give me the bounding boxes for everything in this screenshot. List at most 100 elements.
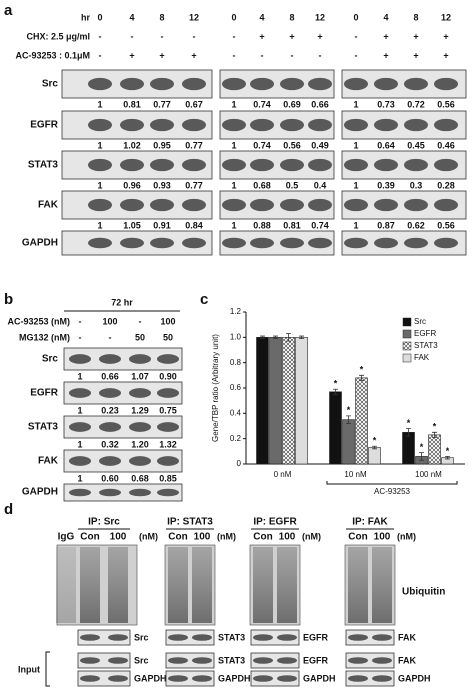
panel-label: a <box>4 2 13 19</box>
panel-label: c <box>200 291 208 308</box>
unit-label: (nM) <box>217 531 236 541</box>
band <box>69 488 91 497</box>
band <box>129 488 151 497</box>
band <box>99 488 121 497</box>
quant-value: 1 <box>353 99 358 109</box>
band <box>182 198 206 212</box>
bar <box>368 447 381 465</box>
quant-value: 1 <box>97 180 102 190</box>
blot <box>63 381 183 405</box>
band <box>69 456 91 466</box>
band <box>192 634 212 641</box>
protein-label: GAPDH <box>22 487 58 498</box>
error-bar <box>299 335 304 339</box>
y-tick-label: 0.4 <box>230 408 242 417</box>
y-axis-label: Gene/TBP ratio (Arbitrary unit) <box>211 334 220 442</box>
quant-value: 0.67 <box>185 99 203 109</box>
protein-label: STAT3 <box>28 160 59 171</box>
band <box>80 675 100 682</box>
band <box>250 237 274 249</box>
error-bar <box>346 415 351 424</box>
band <box>99 354 121 364</box>
band <box>222 118 246 132</box>
treatment-label: + <box>159 50 164 60</box>
smear <box>168 547 188 623</box>
bracket <box>45 651 50 687</box>
band <box>280 158 304 172</box>
bar <box>342 419 355 465</box>
quant-value: 1 <box>231 220 236 230</box>
quant-value: 0.66 <box>101 371 119 381</box>
significance: * <box>433 422 437 432</box>
treatment-label: + <box>129 50 134 60</box>
blot <box>63 415 183 439</box>
treatment-label: + <box>413 50 418 60</box>
treatment-label: + <box>413 31 418 41</box>
band <box>404 237 428 249</box>
treatment-label: + <box>383 31 388 41</box>
band <box>129 388 151 398</box>
quant-value: 1.07 <box>131 371 149 381</box>
quant-value: 0.90 <box>159 371 177 381</box>
treatment-label: 0 <box>97 12 102 22</box>
band <box>344 158 368 172</box>
bar <box>295 337 308 465</box>
quant-value: 0.32 <box>101 439 119 449</box>
y-tick-label: 0 <box>237 459 242 468</box>
blot <box>250 629 300 646</box>
band <box>374 198 398 212</box>
ip-label: IP: FAK <box>352 517 388 528</box>
quant-value: 0.74 <box>253 99 271 109</box>
band <box>308 77 332 91</box>
quant-value: 1.20 <box>131 439 149 449</box>
blot <box>77 670 131 687</box>
band <box>69 422 91 432</box>
treatment-label: - <box>233 31 236 41</box>
band <box>192 675 212 682</box>
quant-value: 1.02 <box>123 140 141 150</box>
quant-value: 0.91 <box>153 220 171 230</box>
protein-label: EGFR <box>303 655 329 665</box>
row-label: hr <box>81 12 90 22</box>
smear <box>253 547 273 623</box>
protein-label: EGFR <box>30 120 59 131</box>
band <box>344 198 368 212</box>
band <box>182 77 206 91</box>
treatment-label: 100 <box>102 316 117 326</box>
blot <box>345 652 395 669</box>
quant-value: 1 <box>231 180 236 190</box>
band <box>344 118 368 132</box>
bar <box>269 337 282 465</box>
treatment-label: 0 <box>353 12 358 22</box>
y-tick-label: 1.0 <box>230 332 242 341</box>
quant-value: 0.75 <box>159 405 177 415</box>
error-bar <box>432 431 437 438</box>
band <box>69 388 91 398</box>
band <box>372 675 392 682</box>
blot <box>250 652 300 669</box>
treatment-label: + <box>443 50 448 60</box>
quant-value: 0.64 <box>377 140 395 150</box>
quant-value: 0.81 <box>123 99 141 109</box>
band <box>150 77 174 91</box>
input-label: Input <box>18 664 40 674</box>
band <box>157 456 179 466</box>
band <box>277 634 297 641</box>
quant-value: 0.95 <box>153 140 171 150</box>
band <box>253 675 273 682</box>
lane-label: 100 <box>279 532 296 543</box>
error-bar <box>359 374 364 381</box>
smear <box>192 547 212 623</box>
ip-label: IP: STAT3 <box>167 517 213 528</box>
band <box>157 422 179 432</box>
legend-label: FAK <box>414 353 430 362</box>
significance: * <box>347 405 351 415</box>
blot <box>165 652 215 669</box>
quant-value: 0.28 <box>437 180 455 190</box>
y-tick-label: 0.8 <box>230 358 242 367</box>
band <box>88 198 112 212</box>
quant-value: 0.5 <box>286 180 299 190</box>
treatment-label: + <box>191 50 196 60</box>
band <box>374 158 398 172</box>
row-label: AC-93253 (nM) <box>7 316 70 326</box>
